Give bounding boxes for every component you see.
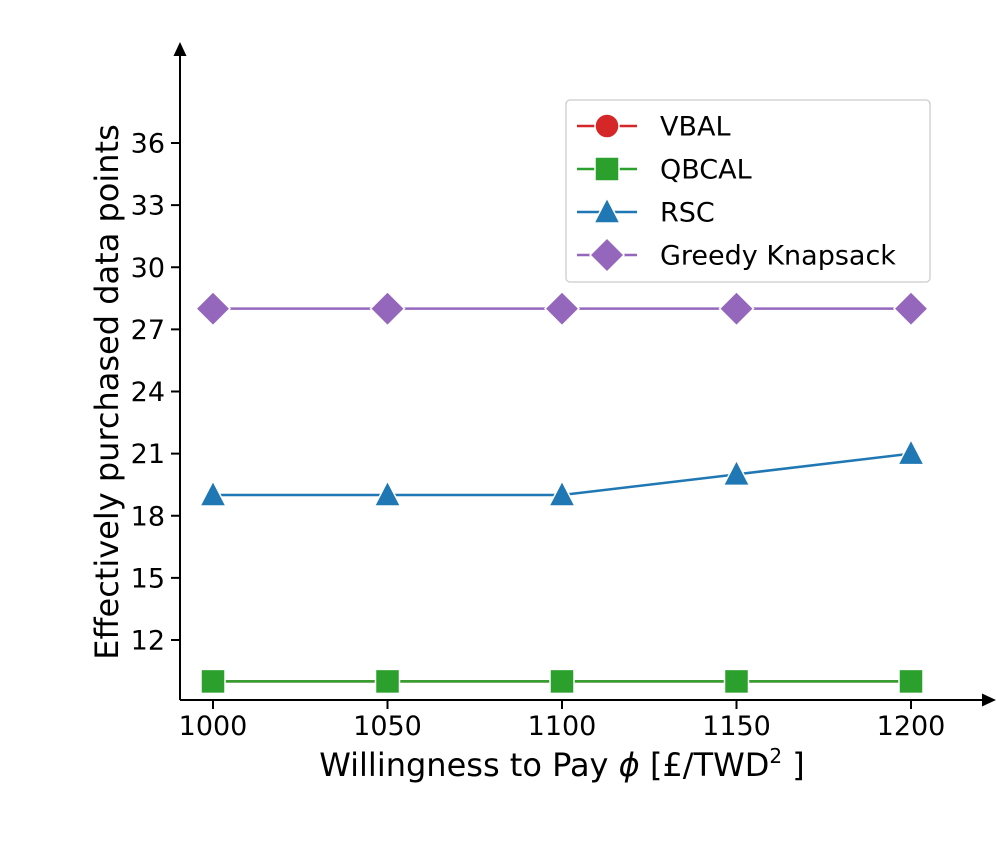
legend: VBAL QBCAL RSC Greedy Knapsack <box>565 99 931 283</box>
data-point <box>198 479 228 507</box>
legend-marker <box>594 156 620 182</box>
x-tick-label: 1100 <box>528 711 597 742</box>
x-tick-label: 1000 <box>179 711 248 742</box>
data-point <box>547 479 577 507</box>
y-tick-label: 27 <box>131 315 165 346</box>
data-point <box>718 290 755 327</box>
y-tick-label: 15 <box>131 563 165 594</box>
data-point <box>549 668 575 695</box>
y-tick-label: 24 <box>131 377 165 408</box>
y-tick-label: 30 <box>131 253 165 284</box>
data-point <box>374 668 401 695</box>
x-tick-label: 1050 <box>353 711 422 742</box>
data-point <box>896 437 926 466</box>
legend-entry: Greedy Knapsack <box>577 236 896 274</box>
legend-label: RSC <box>660 198 715 229</box>
series-rsc <box>198 437 926 507</box>
y-tick-label: 33 <box>131 191 165 222</box>
y-ticks: 12 15 18 21 24 27 30 33 36 <box>131 129 180 657</box>
y-tick-label: 18 <box>131 501 165 532</box>
legend-marker <box>592 196 622 224</box>
axes <box>173 42 996 707</box>
series-layer <box>194 290 930 695</box>
legend-marker <box>588 236 626 274</box>
legend-label: QBCAL <box>660 155 752 186</box>
x-ticks: 1000 1050 1100 1150 1200 <box>179 700 946 742</box>
legend-marker <box>594 113 620 139</box>
legend-entry: VBAL <box>577 112 731 143</box>
legend-box <box>565 99 931 283</box>
x-axis-title: Willingness to Pay ϕ [£/TWD2 ] <box>319 744 805 784</box>
data-point <box>898 668 924 695</box>
y-axis-title: Effectively purchased data points <box>88 124 126 660</box>
data-point <box>194 290 232 327</box>
y-tick-label: 12 <box>131 626 165 657</box>
data-point <box>200 668 226 695</box>
data-point <box>543 290 581 327</box>
data-point <box>369 290 406 327</box>
series-qbcal <box>200 668 924 695</box>
x-tick-label: 1150 <box>702 711 771 742</box>
y-tick-label: 36 <box>131 129 165 160</box>
series-greedy-knapsack <box>194 290 930 327</box>
legend-entry: RSC <box>577 196 715 229</box>
legend-entry: QBCAL <box>577 155 752 186</box>
data-point <box>373 479 402 507</box>
x-tick-label: 1200 <box>877 711 946 742</box>
legend-label: VBAL <box>660 112 731 143</box>
data-point <box>723 668 750 695</box>
legend-label: Greedy Knapsack <box>660 241 896 272</box>
data-point <box>892 290 930 327</box>
y-axis-arrow <box>173 42 187 56</box>
data-point <box>722 458 751 487</box>
y-tick-label: 21 <box>131 439 165 470</box>
x-axis-arrow <box>982 693 996 707</box>
